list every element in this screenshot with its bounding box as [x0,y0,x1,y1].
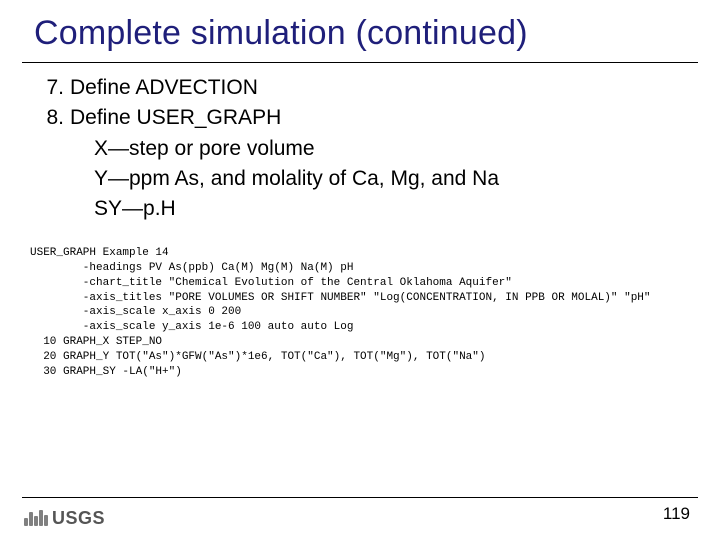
logo-text: USGS [52,508,105,529]
code-block: USER_GRAPH Example 14 -headings PV As(pp… [30,246,708,380]
list-item: 8. Define USER_GRAPH [30,104,700,132]
sub-line: X—step or pore volume [30,135,700,163]
list-text: Define ADVECTION [70,74,700,102]
list-text: Define USER_GRAPH [70,104,700,132]
page-number: 119 [663,504,690,524]
sub-line: Y—ppm As, and molality of Ca, Mg, and Na [30,165,700,193]
list-number: 8. [30,104,70,132]
usgs-logo: USGS [24,506,105,530]
logo-waves-icon [24,510,48,526]
body-content: 7. Define ADVECTION 8. Define USER_GRAPH… [30,74,700,226]
list-item: 7. Define ADVECTION [30,74,700,102]
list-number: 7. [30,74,70,102]
slide-title: Complete simulation (continued) [34,14,700,53]
title-underline [22,62,698,63]
sub-line: SY—p.H [30,195,700,223]
footer-rule [22,497,698,498]
